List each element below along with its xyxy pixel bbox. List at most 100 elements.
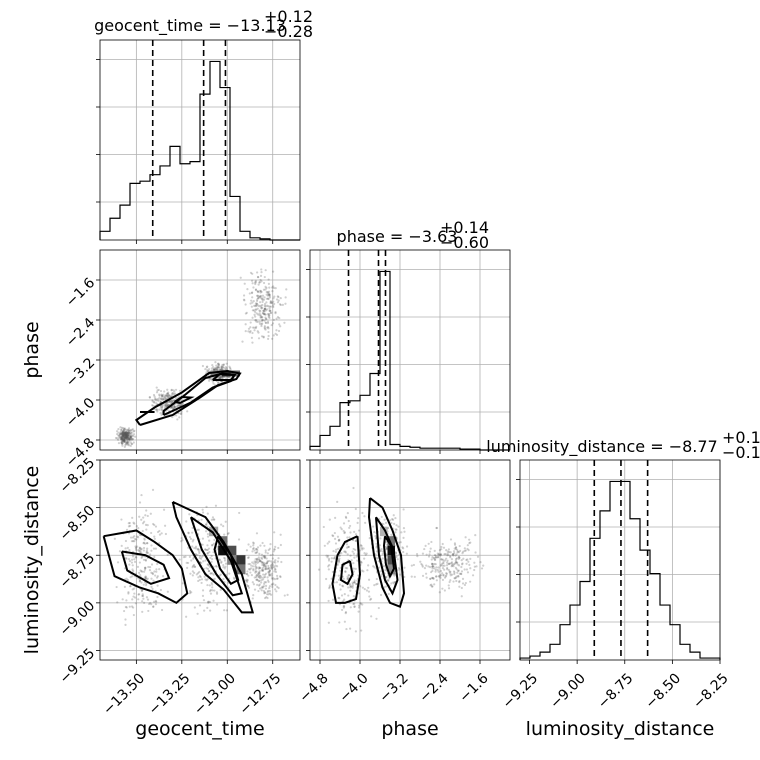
scatter-point xyxy=(145,578,148,581)
scatter-point xyxy=(268,574,271,577)
scatter-point xyxy=(141,593,144,596)
scatter-point xyxy=(130,540,134,543)
scatter-point xyxy=(247,543,250,546)
scatter-point xyxy=(363,588,366,591)
scatter-point xyxy=(442,560,445,563)
scatter-point xyxy=(256,583,259,586)
scatter-point xyxy=(124,435,127,438)
scatter-point xyxy=(141,522,145,525)
scatter-point xyxy=(272,318,275,322)
scatter-point xyxy=(268,567,271,570)
density-cell xyxy=(236,555,246,565)
scatter-point xyxy=(349,589,352,592)
scatter-point xyxy=(189,537,193,540)
scatter-point xyxy=(159,389,163,393)
scatter-point xyxy=(133,560,137,563)
scatter-point xyxy=(187,532,190,535)
scatter-point xyxy=(123,440,126,444)
scatter-point xyxy=(160,394,163,397)
scatter-point xyxy=(257,574,260,577)
scatter-point xyxy=(445,557,448,560)
scatter-point xyxy=(184,555,187,558)
scatter-point xyxy=(327,568,330,571)
scatter-point xyxy=(439,554,442,557)
scatter-point xyxy=(154,398,157,401)
scatter-point xyxy=(267,290,271,293)
scatter-point xyxy=(212,518,215,521)
scatter-point xyxy=(120,544,123,547)
scatter-point xyxy=(461,563,464,566)
scatter-point xyxy=(347,577,350,580)
scatter-point xyxy=(257,276,260,279)
scatter-point xyxy=(462,557,465,560)
scatter-point xyxy=(261,569,265,572)
scatter-point xyxy=(257,560,260,563)
scatter-point xyxy=(252,569,255,572)
scatter-point xyxy=(131,588,134,591)
scatter-point xyxy=(146,577,149,580)
scatter-point xyxy=(264,551,267,554)
scatter-point xyxy=(457,574,460,578)
scatter-point xyxy=(145,509,148,512)
scatter-point xyxy=(146,551,150,554)
scatter-point xyxy=(153,535,156,538)
scatter-point xyxy=(218,559,222,562)
scatter-point xyxy=(159,401,162,404)
scatter-point xyxy=(352,594,355,598)
scatter-point xyxy=(164,403,167,406)
scatter-point xyxy=(125,433,128,436)
scatter-point xyxy=(257,558,261,561)
scatter-point xyxy=(154,599,157,603)
scatter-point xyxy=(259,295,262,298)
scatter-point xyxy=(201,594,205,597)
scatter-point xyxy=(207,368,211,371)
scatter-point xyxy=(212,551,215,554)
scatter-point xyxy=(143,568,147,571)
scatter-point xyxy=(473,561,476,564)
scatter-point xyxy=(264,305,267,308)
scatter-point xyxy=(193,546,196,550)
scatter-point xyxy=(146,542,149,545)
scatter-point xyxy=(375,577,378,581)
scatter-point xyxy=(439,564,442,567)
scatter-point xyxy=(262,589,265,593)
scatter-point xyxy=(256,307,259,310)
scatter-point xyxy=(131,442,134,446)
scatter-point xyxy=(279,325,282,328)
scatter-point xyxy=(125,434,128,438)
scatter-point xyxy=(122,428,126,431)
scatter-point xyxy=(452,564,455,568)
scatter-point xyxy=(392,581,395,584)
ytick-label-luminosity-distance: −9.00 xyxy=(57,598,99,640)
scatter-point xyxy=(447,562,450,565)
scatter-point xyxy=(480,567,484,570)
scatter-point xyxy=(173,405,176,408)
scatter-point xyxy=(347,519,350,523)
scatter-point xyxy=(249,271,253,274)
scatter-point xyxy=(238,511,241,515)
scatter-point xyxy=(123,439,126,442)
scatter-point xyxy=(256,558,259,561)
scatter-point xyxy=(210,572,213,575)
scatter-point xyxy=(210,518,214,521)
scatter-point xyxy=(142,546,146,550)
scatter-point xyxy=(206,606,209,609)
scatter-point xyxy=(361,586,364,589)
scatter-point xyxy=(168,394,171,397)
scatter-point xyxy=(458,572,461,575)
scatter-point xyxy=(272,577,275,580)
scatter-point xyxy=(197,548,200,551)
scatter-point xyxy=(331,570,334,574)
scatter-point xyxy=(178,416,181,419)
scatter-point xyxy=(214,367,217,371)
scatter-point xyxy=(457,569,460,572)
scatter-point xyxy=(125,441,128,445)
scatter-point xyxy=(261,316,264,319)
scatter-point xyxy=(454,559,457,562)
scatter-point xyxy=(274,312,277,315)
scatter-point xyxy=(122,430,125,433)
scatter-point xyxy=(127,525,131,528)
scatter-point xyxy=(264,285,267,288)
scatter-point xyxy=(353,581,356,584)
scatter-point xyxy=(223,559,227,562)
